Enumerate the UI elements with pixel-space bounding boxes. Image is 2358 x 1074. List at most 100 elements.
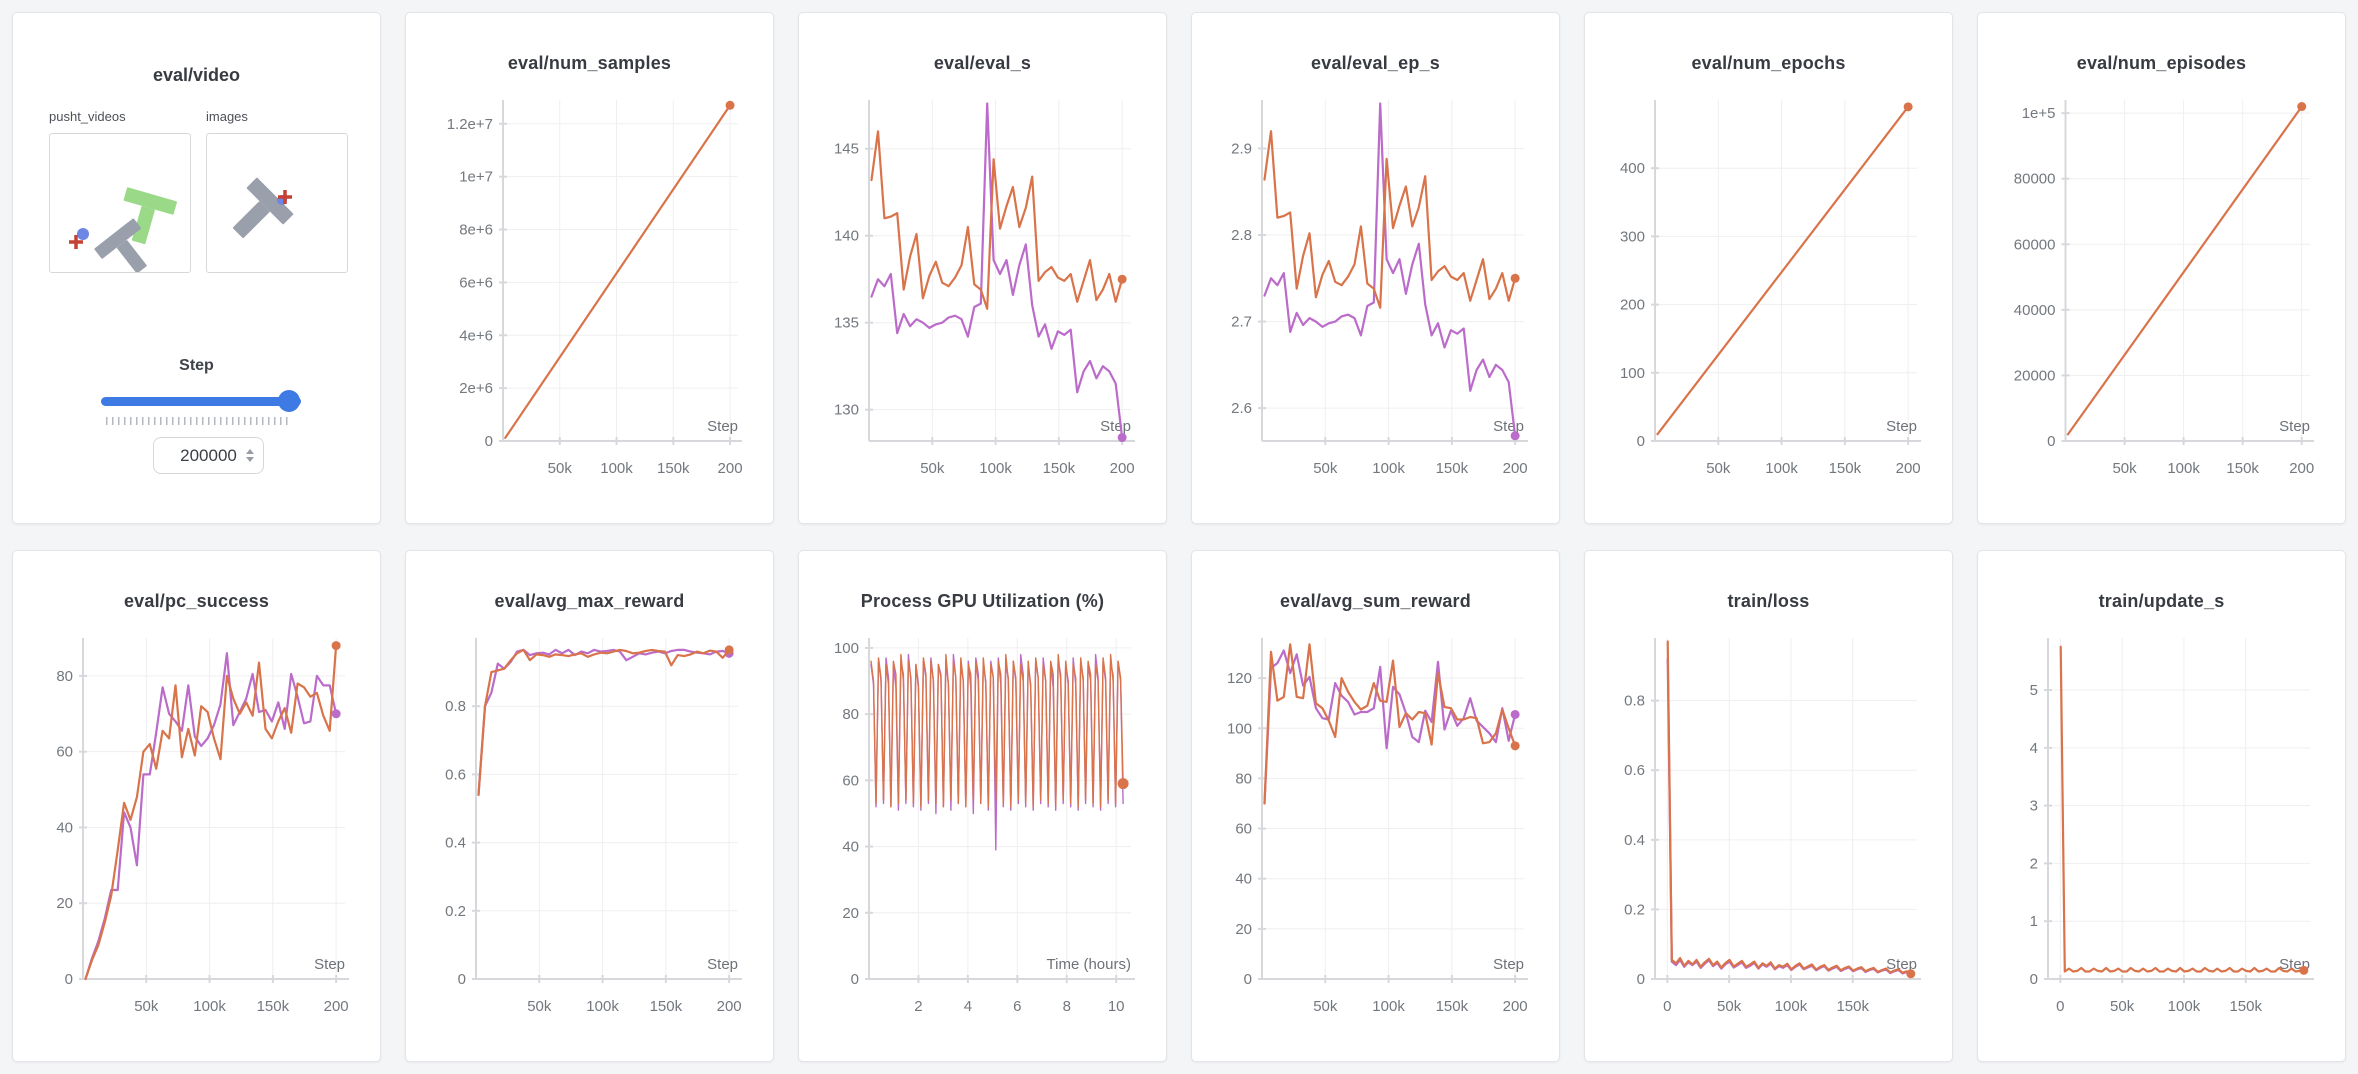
pusht-video-thumbnail[interactable]	[49, 133, 191, 274]
series-line-orange	[870, 130, 1124, 310]
x-tick-label: 150k	[1043, 460, 1076, 477]
y-tick-label: 300	[1620, 228, 1645, 245]
panel-title: eval/pc_success	[123, 591, 270, 611]
images-thumbnail[interactable]	[206, 133, 348, 273]
step-input[interactable]: 200000	[153, 437, 264, 474]
y-tick-label: 0	[1637, 433, 1645, 450]
y-tick-label: 0	[1637, 971, 1645, 988]
step-slider-track[interactable]	[101, 390, 301, 412]
panel-title: eval/avg_sum_reward	[1280, 591, 1471, 611]
panel-eval-num-episodes[interactable]: eval/num_episodes 50k 100k 150k 200 0 20000 400…	[1977, 12, 2346, 524]
panel-eval-num-samples[interactable]: eval/num_samples 50k 100k 150k 200 0 2e+6 4e+6 6…	[405, 12, 774, 524]
x-tick-label: 50k	[527, 998, 552, 1015]
y-tick-label: 60	[56, 744, 73, 761]
x-axis-title: Step	[707, 956, 738, 973]
chart-area[interactable]: 50k 100k 150k 200 0 2e+6 4e+6 6e+6 8e+6 1e+7 1.2e+…	[406, 78, 773, 518]
panel-eval-eval-ep-s[interactable]: eval/eval_ep_s 50k 100k 150k 200 2.6 2.7 2.8 2.9…	[1191, 12, 1560, 524]
series-end-dot-orange	[1117, 274, 1127, 284]
step-slider-handle[interactable]	[278, 390, 300, 412]
y-tick-label: 1e+7	[459, 169, 493, 186]
step-input-spinners	[246, 438, 254, 473]
chart-area[interactable]: 2 4 6 8 10 0 20 40 60 80 100 Time (hours)	[799, 616, 1166, 1056]
x-tick-label: 150k	[650, 998, 683, 1015]
x-tick-label: 8	[1063, 998, 1071, 1015]
panel-eval-avg-max-reward[interactable]: eval/avg_max_reward 50k 100k 150k 200 0 0.2 0.4…	[405, 550, 774, 1062]
increment-icon[interactable]	[246, 449, 254, 454]
panel-eval-pc-success[interactable]: eval/pc_success 50k 100k 150k 200 0 20 40 60 80 St…	[12, 550, 381, 1062]
y-tick-label: 5	[2030, 682, 2038, 699]
y-tick-label: 100	[834, 640, 859, 657]
series-end-dot-orange	[1906, 969, 1916, 979]
y-tick-label: 0.6	[445, 766, 466, 783]
x-tick-label: 200	[718, 460, 743, 477]
series-line-orange	[1666, 640, 1912, 975]
y-tick-label: 4e+6	[459, 327, 493, 344]
chart-canvas: 50k 100k 150k 200 0 2e+6 4e+6 6e+6 8e+6 1e+7 1.2e+…	[447, 100, 743, 477]
series-end-dot-purple	[1510, 431, 1520, 441]
panel-train-loss[interactable]: train/loss 0 50k 100k 150k 0 0.2 0.4 0.6 0.8 Step	[1584, 550, 1953, 1062]
chart-canvas: 50k 100k 150k 200 2.6 2.7 2.8 2.9 Step	[1231, 100, 1528, 477]
x-tick-label: 2	[914, 998, 922, 1015]
chart-area[interactable]: 50k 100k 150k 200 2.6 2.7 2.8 2.9 Step	[1192, 78, 1559, 518]
y-tick-label: 20	[842, 905, 859, 922]
chart-area[interactable]: 50k 100k 150k 200 130 135 140 145 Step	[799, 78, 1166, 518]
slider-ruler	[106, 417, 290, 425]
chart-canvas: 50k 100k 150k 200 0 100 200 300 400 Step	[1620, 100, 1921, 477]
y-tick-label: 0	[851, 971, 859, 988]
y-tick-label: 60	[842, 772, 859, 789]
chart-area[interactable]: 0 50k 100k 150k 0 0.2 0.4 0.6 0.8 Step	[1585, 616, 1952, 1056]
gray-t-shape	[94, 218, 147, 274]
panel-eval-video[interactable]: eval/video pusht_videos images	[12, 12, 381, 524]
panel-eval-num-epochs[interactable]: eval/num_epochs 50k 100k 150k 200 0 100 200 300 4…	[1584, 12, 1953, 524]
x-axis-title: Step	[314, 956, 345, 973]
x-tick-label: 100k	[193, 998, 226, 1015]
x-tick-label: 150k	[257, 998, 290, 1015]
y-tick-label: 140	[834, 228, 859, 245]
step-input-value: 200000	[180, 445, 237, 465]
y-tick-label: 200	[1620, 297, 1645, 314]
agent-dot	[77, 228, 89, 240]
x-tick-label: 100k	[600, 460, 633, 477]
x-tick-label: 50k	[1706, 460, 1731, 477]
chart-area[interactable]: 50k 100k 150k 200 0 100 200 300 400 Step	[1585, 78, 1952, 518]
chart-area[interactable]: 50k 100k 150k 200 0 0.2 0.4 0.6 0.8 Step	[406, 616, 773, 1056]
x-axis-title: Time (hours)	[1047, 956, 1131, 973]
x-tick-label: 150k	[657, 460, 690, 477]
y-tick-label: 20	[56, 895, 73, 912]
panel-train-update-s[interactable]: train/update_s 0 50k 100k 150k 0 1 2 3 4 5 Step	[1977, 550, 2346, 1062]
y-tick-label: 0.8	[445, 698, 466, 715]
series-end-dot-purple	[1117, 433, 1127, 443]
y-tick-label: 0	[485, 433, 493, 450]
media-panel-body: eval/video pusht_videos images	[13, 13, 380, 523]
x-tick-label: 10	[1108, 998, 1125, 1015]
decrement-icon[interactable]	[246, 457, 254, 462]
chart-area[interactable]: 50k 100k 150k 200 0 20 40 60 80 100 120 Step	[1192, 616, 1559, 1056]
media-label-pusht-videos: pusht_videos	[49, 109, 126, 124]
panel-title: eval/avg_max_reward	[494, 591, 685, 611]
panel-process-gpu-utilization[interactable]: Process GPU Utilization (%) 2 4 6 8 10 0 20 40 60…	[798, 550, 1167, 1062]
y-tick-label: 80	[1235, 770, 1252, 787]
x-tick-label: 200	[717, 998, 742, 1015]
target-cross	[69, 235, 83, 249]
x-tick-label: 150k	[2229, 998, 2262, 1015]
panel-eval-avg-sum-reward[interactable]: eval/avg_sum_reward 50k 100k 150k 200 0 20 40 60…	[1191, 550, 1560, 1062]
x-tick-label: 150k	[1829, 460, 1862, 477]
chart-area[interactable]: 50k 100k 150k 200 0 20 40 60 80 Step	[13, 616, 380, 1056]
series-end-dot-orange	[2297, 102, 2307, 112]
x-tick-label: 100k	[2167, 460, 2200, 477]
y-tick-label: 0.2	[1624, 901, 1645, 918]
x-tick-label: 0	[1663, 998, 1671, 1015]
series-line-orange	[1263, 643, 1517, 805]
y-tick-label: 100	[1620, 365, 1645, 382]
series-end-dot-orange	[1903, 102, 1913, 112]
panel-eval-eval-s[interactable]: eval/eval_s 50k 100k 150k 200 130 135 140 145 Ste…	[798, 12, 1167, 524]
series-end-dot-purple	[1510, 709, 1520, 719]
x-tick-label: 100k	[1765, 460, 1798, 477]
y-tick-label: 40000	[2014, 302, 2056, 319]
chart-area[interactable]: 0 50k 100k 150k 0 1 2 3 4 5 Step	[1978, 616, 2345, 1056]
gray-t-shape	[232, 177, 294, 239]
x-tick-label: 200	[1896, 460, 1921, 477]
chart-area[interactable]: 50k 100k 150k 200 0 20000 40000 60000 80000 1e+5 S…	[1978, 78, 2345, 518]
panel-title: eval/num_samples	[507, 53, 672, 73]
